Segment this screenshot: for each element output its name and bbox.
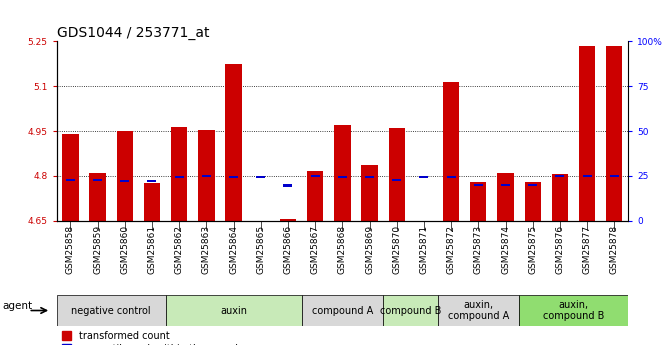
Bar — [579, 46, 595, 221]
Text: GSM25872: GSM25872 — [447, 225, 456, 274]
Bar — [148, 180, 156, 182]
Bar — [62, 134, 79, 221]
Bar — [610, 175, 619, 177]
Bar — [470, 182, 486, 221]
Bar — [438, 295, 519, 326]
Text: compound B: compound B — [379, 306, 441, 315]
Bar — [257, 176, 265, 178]
Bar — [392, 179, 401, 181]
Text: GSM25867: GSM25867 — [311, 225, 320, 274]
Bar — [93, 179, 102, 181]
Text: GSM25868: GSM25868 — [338, 225, 347, 274]
Text: GSM25866: GSM25866 — [283, 225, 293, 274]
Bar — [171, 127, 187, 221]
Text: GSM25865: GSM25865 — [257, 225, 265, 274]
Bar — [311, 175, 320, 177]
Bar — [90, 173, 106, 221]
Bar — [524, 182, 541, 221]
Bar — [166, 295, 301, 326]
Bar — [229, 176, 238, 178]
Text: GSM25862: GSM25862 — [174, 225, 184, 274]
Text: GSM25877: GSM25877 — [582, 225, 592, 274]
Text: agent: agent — [3, 301, 33, 311]
Bar — [66, 179, 75, 181]
Bar — [389, 128, 405, 221]
Bar — [280, 219, 296, 221]
Text: GSM25870: GSM25870 — [392, 225, 401, 274]
Text: GSM25860: GSM25860 — [120, 225, 130, 274]
Bar — [253, 221, 269, 269]
Bar — [415, 221, 432, 269]
Text: GSM25876: GSM25876 — [555, 225, 564, 274]
Bar — [120, 180, 130, 182]
Text: GSM25858: GSM25858 — [66, 225, 75, 274]
Text: GSM25869: GSM25869 — [365, 225, 374, 274]
Bar — [443, 82, 460, 221]
Bar — [552, 175, 568, 221]
Legend: transformed count, percentile rank within the sample: transformed count, percentile rank withi… — [61, 331, 244, 345]
Text: GSM25863: GSM25863 — [202, 225, 211, 274]
Bar — [117, 131, 133, 221]
Text: GSM25875: GSM25875 — [528, 225, 537, 274]
Bar — [57, 295, 166, 326]
Text: GSM25873: GSM25873 — [474, 225, 483, 274]
Text: GSM25859: GSM25859 — [93, 225, 102, 274]
Bar — [420, 176, 428, 178]
Bar — [474, 184, 483, 186]
Bar — [202, 175, 211, 177]
Bar — [144, 184, 160, 221]
Text: GSM25878: GSM25878 — [610, 225, 619, 274]
Bar — [198, 130, 214, 221]
Bar — [307, 171, 323, 221]
Text: GSM25874: GSM25874 — [501, 225, 510, 274]
Bar — [498, 173, 514, 221]
Bar — [361, 166, 377, 221]
Text: negative control: negative control — [71, 306, 151, 315]
Bar — [606, 46, 623, 221]
Text: GSM25861: GSM25861 — [148, 225, 156, 274]
Bar — [555, 175, 564, 177]
Text: auxin,
compound B: auxin, compound B — [543, 300, 605, 321]
Bar — [365, 176, 374, 178]
Bar — [383, 295, 438, 326]
Bar — [519, 295, 628, 326]
Text: compound A: compound A — [312, 306, 373, 315]
Bar — [283, 185, 293, 187]
Bar — [338, 176, 347, 178]
Bar — [225, 64, 242, 221]
Text: auxin: auxin — [220, 306, 247, 315]
Text: GDS1044 / 253771_at: GDS1044 / 253771_at — [57, 26, 209, 40]
Text: GSM25871: GSM25871 — [420, 225, 428, 274]
Text: auxin,
compound A: auxin, compound A — [448, 300, 509, 321]
Bar — [528, 184, 537, 186]
Bar — [501, 184, 510, 186]
Bar — [447, 176, 456, 178]
Bar — [582, 175, 592, 177]
Bar — [334, 125, 351, 221]
Bar — [174, 176, 184, 178]
Text: GSM25864: GSM25864 — [229, 225, 238, 274]
Bar — [301, 295, 383, 326]
